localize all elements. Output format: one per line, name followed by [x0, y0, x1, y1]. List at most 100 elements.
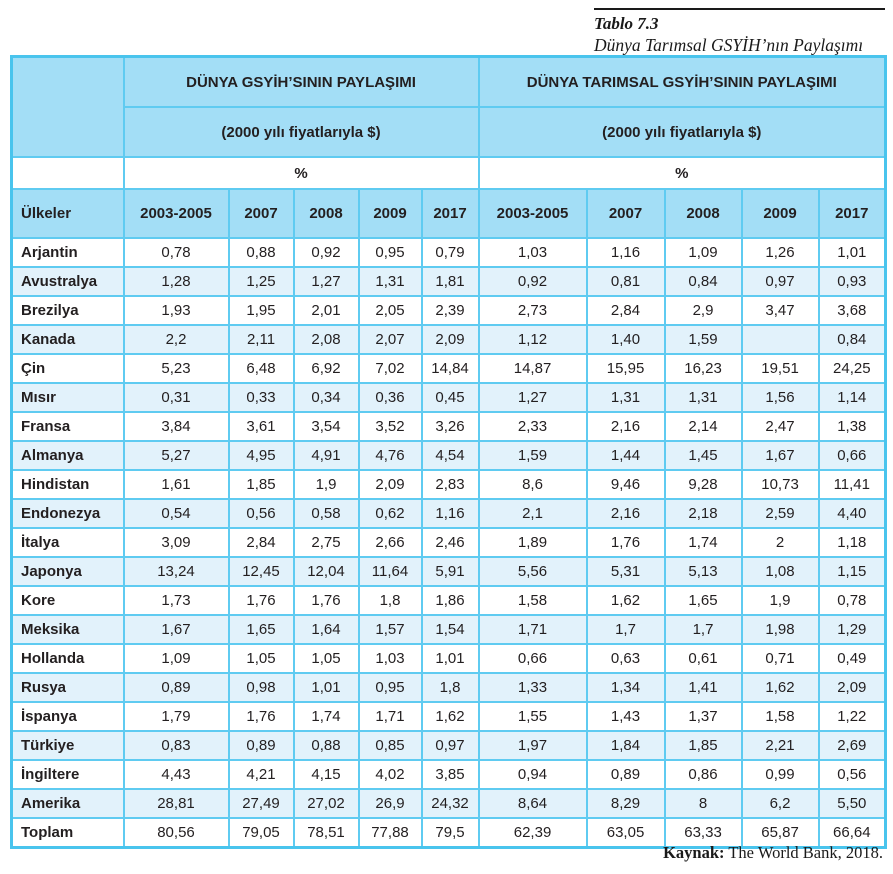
value-cell: 3,54 — [292, 411, 360, 442]
value-cell: 65,87 — [740, 817, 820, 849]
value-cell: 1,58 — [740, 701, 820, 732]
value-cell: 79,5 — [420, 817, 480, 849]
value-cell: 11,64 — [357, 556, 423, 587]
value-cell: 1,58 — [477, 585, 588, 616]
value-cell: 0,71 — [740, 643, 820, 674]
value-cell: 0,84 — [817, 324, 887, 355]
gdp-share-table: DÜNYA GSYİH’SININ PAYLAŞIMI DÜNYA TARIMS… — [10, 55, 888, 849]
value-cell: 1,38 — [817, 411, 887, 442]
value-cell: 1,9 — [740, 585, 820, 616]
value-cell: 19,51 — [740, 353, 820, 384]
value-cell: 3,26 — [420, 411, 480, 442]
value-cell: 1,01 — [817, 237, 887, 268]
value-cell: 2,2 — [122, 324, 230, 355]
value-cell: 0,88 — [292, 730, 360, 761]
year-column-header: 2017 — [420, 188, 480, 239]
value-cell: 0,36 — [357, 382, 423, 413]
value-cell: 9,46 — [585, 469, 666, 500]
value-cell: 1,16 — [585, 237, 666, 268]
value-cell: 3,85 — [420, 759, 480, 790]
value-cell: 2,66 — [357, 527, 423, 558]
table-number: Tablo 7.3 — [594, 14, 659, 33]
value-cell: 0,58 — [292, 498, 360, 529]
value-cell: 3,47 — [740, 295, 820, 326]
table-body: Arjantin 0,78 0,88 0,92 0,95 0,79 1,03 1,16 1,09… — [10, 237, 887, 849]
value-cell: 2,21 — [740, 730, 820, 761]
country-cell: Rusya — [10, 672, 125, 703]
value-cell: 3,09 — [122, 527, 230, 558]
value-cell: 4,91 — [292, 440, 360, 471]
value-cell: 1,01 — [292, 672, 360, 703]
value-cell: 1,18 — [817, 527, 887, 558]
source-text: The World Bank, 2018. — [724, 843, 883, 862]
value-cell: 5,13 — [663, 556, 743, 587]
group-left-pricing-note: (2000 yılı fiyatlarıyla $) — [122, 106, 480, 158]
year-column-header: 2009 — [740, 188, 820, 239]
value-cell: 0,33 — [227, 382, 295, 413]
value-cell: 2,16 — [585, 498, 666, 529]
value-cell: 12,45 — [227, 556, 295, 587]
value-cell: 1,74 — [292, 701, 360, 732]
value-cell: 2,01 — [292, 295, 360, 326]
country-cell: İngiltere — [10, 759, 125, 790]
country-cell: Amerika — [10, 788, 125, 819]
year-column-header: 2003-2005 — [477, 188, 588, 239]
value-cell: 0,88 — [227, 237, 295, 268]
value-cell: 3,68 — [817, 295, 887, 326]
value-cell: 0,78 — [817, 585, 887, 616]
value-cell: 8,64 — [477, 788, 588, 819]
value-cell: 0,81 — [585, 266, 666, 297]
value-cell: 1,62 — [585, 585, 666, 616]
table-row: Kore 1,73 1,76 1,76 1,8 1,86 1,58 1,62 1,65 1,9 0,… — [10, 585, 887, 616]
value-cell: 1,64 — [292, 614, 360, 645]
value-cell: 1,03 — [357, 643, 423, 674]
country-cell: Kanada — [10, 324, 125, 355]
value-cell: 5,23 — [122, 353, 230, 384]
value-cell — [740, 324, 820, 355]
value-cell: 77,88 — [357, 817, 423, 849]
table-row: Arjantin 0,78 0,88 0,92 0,95 0,79 1,03 1,16 1,09… — [10, 237, 887, 268]
value-cell: 2,11 — [227, 324, 295, 355]
group-title-row: DÜNYA GSYİH’SININ PAYLAŞIMI DÜNYA TARIMS… — [10, 55, 887, 158]
value-cell: 1,71 — [357, 701, 423, 732]
value-cell: 14,87 — [477, 353, 588, 384]
value-cell: 1,85 — [227, 469, 295, 500]
value-cell: 1,79 — [122, 701, 230, 732]
value-cell: 11,41 — [817, 469, 887, 500]
value-cell: 9,28 — [663, 469, 743, 500]
value-cell: 1,26 — [740, 237, 820, 268]
value-cell: 0,98 — [227, 672, 295, 703]
value-cell: 0,92 — [477, 266, 588, 297]
value-cell: 0,89 — [227, 730, 295, 761]
value-cell: 0,99 — [740, 759, 820, 790]
value-cell: 1,37 — [663, 701, 743, 732]
value-cell: 8 — [663, 788, 743, 819]
value-cell: 1,33 — [477, 672, 588, 703]
value-cell: 28,81 — [122, 788, 230, 819]
year-column-header: 2007 — [227, 188, 295, 239]
year-column-header: 2008 — [292, 188, 360, 239]
value-cell: 78,51 — [292, 817, 360, 849]
table-row: Japonya 13,24 12,45 12,04 11,64 5,91 5,56 5,31 5… — [10, 556, 887, 587]
value-cell: 0,56 — [817, 759, 887, 790]
value-cell: 0,85 — [357, 730, 423, 761]
country-cell: Hollanda — [10, 643, 125, 674]
table-row: Endonezya 0,54 0,56 0,58 0,62 1,16 2,1 2,16 2,18… — [10, 498, 887, 529]
value-cell: 1,59 — [663, 324, 743, 355]
value-cell: 0,94 — [477, 759, 588, 790]
value-cell: 6,92 — [292, 353, 360, 384]
value-cell: 63,05 — [585, 817, 666, 849]
column-header-row: Ülkeler 2003-2005 2007 2008 2009 2017 2003-20… — [10, 188, 887, 239]
table-row: Brezilya 1,93 1,95 2,01 2,05 2,39 2,73 2,84 2,9 3… — [10, 295, 887, 326]
value-cell: 1,05 — [227, 643, 295, 674]
value-cell: 1,31 — [663, 382, 743, 413]
table-row: Kanada 2,2 2,11 2,08 2,07 2,09 1,12 1,40 1,59 0,8… — [10, 324, 887, 355]
table-row: Türkiye 0,83 0,89 0,88 0,85 0,97 1,97 1,84 1,85 2… — [10, 730, 887, 761]
value-cell: 1,15 — [817, 556, 887, 587]
table-row: Toplam 80,56 79,05 78,51 77,88 79,5 62,39 63,05… — [10, 817, 887, 849]
value-cell: 1,89 — [477, 527, 588, 558]
value-cell: 1,08 — [740, 556, 820, 587]
value-cell: 13,24 — [122, 556, 230, 587]
value-cell: 2,16 — [585, 411, 666, 442]
group-right-unit: % — [477, 156, 887, 190]
